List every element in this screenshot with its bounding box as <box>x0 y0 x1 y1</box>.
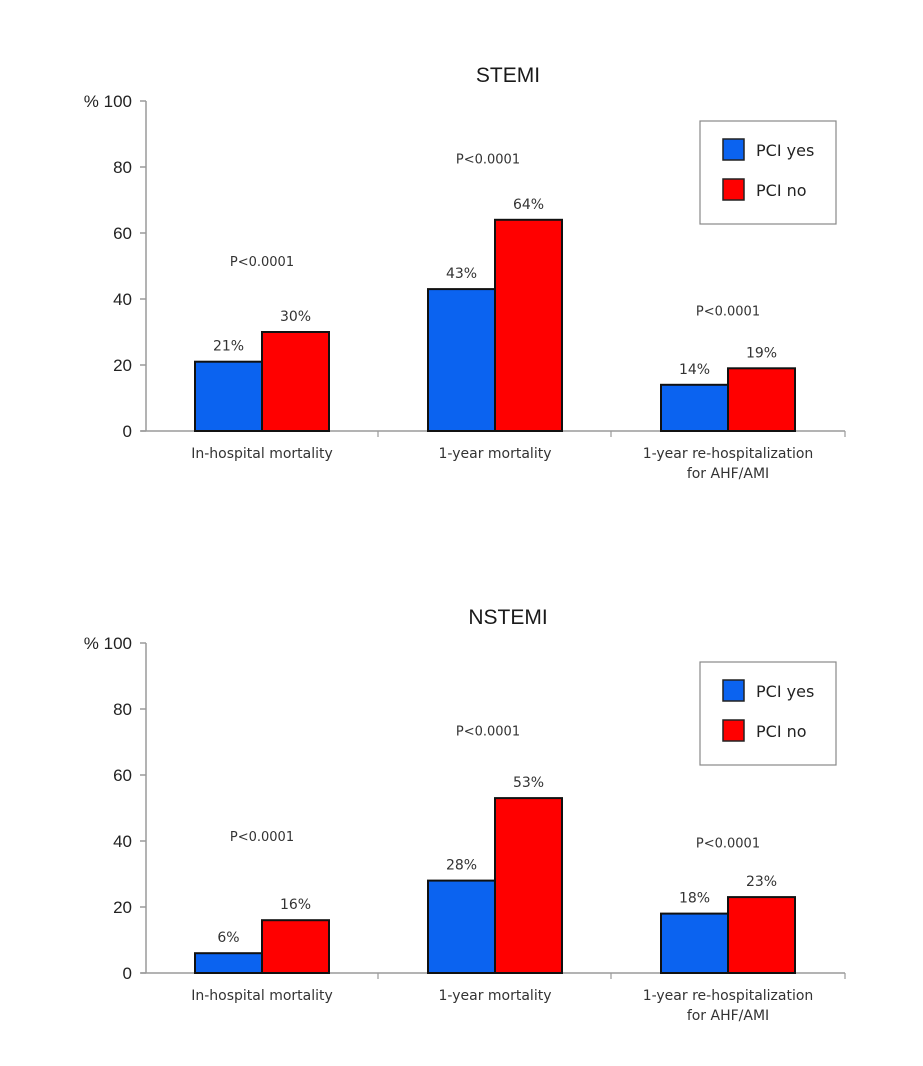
x-category-label: for AHF/AMI <box>687 466 769 482</box>
y-tick-label: % 100 <box>84 634 132 653</box>
x-category-label: for AHF/AMI <box>687 1008 769 1024</box>
p-value-annotation: P<0.0001 <box>696 305 760 320</box>
data-label: 53% <box>513 775 544 791</box>
legend-swatch-pci-yes <box>722 138 745 161</box>
y-tick-label: 60 <box>113 766 132 785</box>
y-tick-label: 40 <box>113 832 132 851</box>
legend-label: PCI yes <box>756 141 814 160</box>
chart-title: NSTEMI <box>468 606 547 629</box>
data-label: 30% <box>280 309 311 325</box>
bar-pci-yes <box>427 879 496 974</box>
legend-swatch-pci-no <box>722 178 745 201</box>
data-label: 18% <box>679 891 710 907</box>
bar-pci-no <box>261 331 330 432</box>
y-tick-label: 40 <box>113 290 132 309</box>
legend-label: PCI yes <box>756 682 814 701</box>
y-tick-label: 80 <box>113 158 132 177</box>
y-tick-label: 20 <box>113 898 132 917</box>
data-label: 6% <box>217 930 239 946</box>
data-label: 43% <box>446 266 477 282</box>
x-category-label: 1-year re-hospitalization <box>643 446 814 462</box>
y-tick-label: 0 <box>123 964 132 983</box>
y-tick-label: 0 <box>123 422 132 441</box>
y-tick-label: 80 <box>113 700 132 719</box>
chart-panel-stemi: STEMI 0 20 40 60 80 % 100 In-hospital mortality… <box>84 64 846 482</box>
data-label: 16% <box>280 897 311 913</box>
legend-box <box>699 661 837 766</box>
bar-pci-no <box>494 218 563 432</box>
data-label: 19% <box>746 345 777 361</box>
legend-label: PCI no <box>756 722 807 741</box>
y-tick-label: 60 <box>113 224 132 243</box>
legend-label: PCI no <box>756 181 807 200</box>
bar-pci-yes <box>660 912 729 974</box>
p-value-annotation: P<0.0001 <box>230 830 294 845</box>
y-tick-label: % 100 <box>84 92 132 111</box>
p-value-annotation: P<0.0001 <box>696 837 760 852</box>
bar-pci-yes <box>427 288 496 432</box>
bar-pci-no <box>261 919 330 975</box>
bar-pci-yes <box>194 360 263 433</box>
p-value-annotation: P<0.0001 <box>456 724 520 739</box>
data-label: 28% <box>446 858 477 874</box>
data-label: 23% <box>746 874 777 890</box>
data-label: 14% <box>679 362 710 378</box>
bar-pci-no <box>727 896 796 974</box>
legend-swatch-pci-yes <box>722 679 745 702</box>
bar-pci-yes <box>194 952 263 975</box>
chart-title: STEMI <box>476 64 540 87</box>
data-label: 64% <box>513 197 544 213</box>
legend-swatch-pci-no <box>722 719 745 742</box>
x-category-label: 1-year mortality <box>439 446 552 462</box>
chart-panel-nstemi: NSTEMI 0 20 40 60 80 % 100 In-hospital mortalit… <box>84 606 846 1024</box>
legend-box <box>699 120 837 225</box>
p-value-annotation: P<0.0001 <box>230 255 294 270</box>
y-tick-label: 20 <box>113 356 132 375</box>
bar-pci-no <box>727 367 796 432</box>
data-label: 21% <box>213 339 244 355</box>
x-category-label: 1-year mortality <box>439 988 552 1004</box>
x-category-label: 1-year re-hospitalization <box>643 988 814 1004</box>
p-value-annotation: P<0.0001 <box>456 153 520 168</box>
x-category-label: In-hospital mortality <box>191 988 333 1004</box>
x-category-label: In-hospital mortality <box>191 446 333 462</box>
bar-pci-no <box>494 797 563 974</box>
bar-pci-yes <box>660 383 729 432</box>
